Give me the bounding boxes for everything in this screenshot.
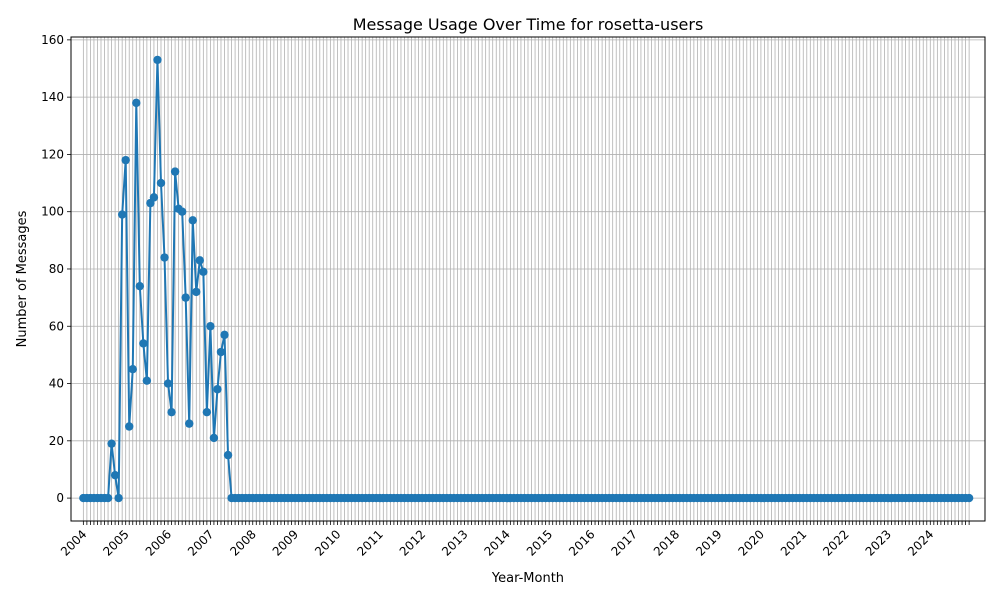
data-point [220, 330, 229, 340]
data-point [213, 385, 222, 394]
series-markers [79, 55, 974, 503]
data-point [121, 155, 130, 165]
y-tick-label: 80 [49, 262, 64, 276]
y-axis-label: Number of Messages [15, 210, 30, 347]
data-point [160, 253, 169, 262]
data-point [209, 433, 219, 443]
data-point [195, 256, 205, 265]
data-point [206, 322, 215, 331]
data-point [202, 407, 212, 417]
y-tick-label: 60 [49, 319, 64, 333]
grid-lines [71, 37, 985, 521]
data-point [153, 55, 162, 65]
y-tick-label: 100 [41, 205, 64, 219]
data-point [128, 365, 137, 374]
data-point [223, 450, 233, 460]
data-point [125, 422, 134, 431]
y-tick-label: 20 [49, 434, 64, 448]
chart-title: Message Usage Over Time for rosetta-user… [353, 15, 704, 34]
data-point [110, 470, 120, 480]
data-point [163, 379, 173, 388]
data-point [114, 493, 123, 503]
data-point [170, 167, 180, 176]
data-point [139, 339, 148, 348]
data-point [964, 493, 974, 503]
data-point [135, 281, 145, 291]
data-point [117, 210, 127, 219]
y-tick-label: 120 [41, 147, 64, 161]
data-point [156, 178, 166, 188]
data-point [199, 267, 208, 277]
data-point [188, 216, 197, 225]
data-point [132, 98, 141, 108]
x-axis-label: Year-Month [491, 571, 564, 586]
data-point [103, 493, 113, 503]
plot-frame [70, 36, 986, 522]
data-point [185, 419, 194, 428]
data-point [216, 347, 226, 357]
y-axis-ticks: 0 20 40 60 80 100 120 140 160 [41, 33, 71, 505]
data-point [181, 293, 190, 302]
data-point [192, 287, 201, 297]
y-tick-label: 0 [56, 491, 64, 505]
data-point [167, 407, 176, 417]
y-tick-label: 40 [49, 377, 64, 391]
data-point [142, 376, 152, 385]
y-tick-label: 160 [41, 33, 64, 47]
data-point [107, 439, 116, 448]
data-point [177, 207, 187, 216]
data-point [149, 193, 159, 202]
y-tick-label: 140 [41, 90, 64, 104]
